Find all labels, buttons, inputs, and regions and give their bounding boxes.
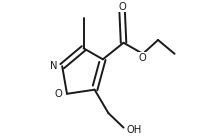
- Text: O: O: [55, 89, 63, 99]
- Text: O: O: [118, 2, 126, 12]
- Text: OH: OH: [126, 125, 141, 135]
- Text: N: N: [50, 61, 58, 71]
- Text: O: O: [139, 53, 147, 63]
